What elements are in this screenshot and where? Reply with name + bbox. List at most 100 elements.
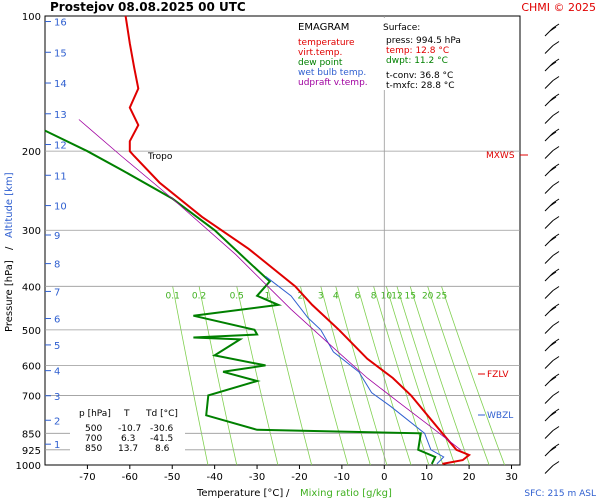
wind-barb [544, 426, 560, 439]
wind-barb-flag [552, 426, 560, 431]
wind-barb [544, 286, 560, 299]
wind-barb-staff [544, 185, 554, 194]
altitude-tick-label: 5 [54, 341, 60, 352]
table-cell: 700 [85, 434, 102, 444]
temp-tick-label: 20 [463, 472, 476, 483]
legend-updraft: udpraft v.temp. [298, 78, 368, 88]
wind-barb-flag [552, 111, 560, 116]
wind-barb-staff [544, 290, 554, 299]
x-axis-label-mix: Mixing ratio [g/kg] [300, 488, 392, 499]
temp-tick-label: -30 [249, 472, 265, 483]
wind-barb-flag [549, 341, 557, 347]
wind-barb-flag [552, 268, 560, 274]
surface-tconv: t-conv: 36.8 °C [386, 71, 453, 81]
mixing-ratio-label: 12 [391, 291, 402, 301]
pressure-tick-label: 600 [22, 361, 41, 372]
wind-barb-staff [544, 45, 554, 54]
mxws-label: MXWS [486, 151, 515, 161]
wind-barb-staff [544, 115, 554, 124]
wind-barb-flag [552, 303, 560, 309]
temp-tick-label: -40 [206, 472, 222, 483]
wind-barb [544, 163, 560, 177]
wind-barb-flag [552, 163, 560, 169]
temp-tick-label: 30 [505, 472, 518, 483]
wind-barb-flag [549, 411, 557, 417]
wind-barb-flag [552, 23, 560, 29]
credit: CHMI © 2025 [521, 1, 596, 14]
wind-barb [544, 76, 560, 89]
mixing-ratio-label: 10 [381, 291, 393, 301]
wind-barb-flag [549, 446, 557, 452]
wind-barb [544, 373, 560, 387]
wind-barb-flag [552, 41, 560, 46]
pressure-tick-label: 300 [22, 226, 41, 237]
wind-barb-flag [552, 181, 560, 186]
wind-barb [544, 443, 560, 457]
mixing-ratio-label: 3 [318, 291, 324, 301]
wind-barb-staff [544, 220, 554, 229]
wind-barb-staff [544, 360, 554, 369]
wind-barb-flag [552, 461, 560, 466]
mixing-ratio-label: 6 [355, 291, 361, 301]
wind-barb [544, 128, 560, 142]
legend-virt-temp: virt.temp. [298, 48, 342, 58]
pressure-tick-label: 200 [22, 147, 41, 158]
temp-tick-label: -10 [334, 472, 350, 483]
wind-barb [544, 181, 560, 194]
surface-elevation: SFC: 215 m ASL [524, 489, 596, 499]
wind-barb [544, 41, 560, 54]
surface-dwpt: dwpt: 11.2 °C [386, 56, 448, 66]
wind-barb-flag [549, 236, 557, 242]
mixing-ratio-label: 4 [333, 291, 339, 301]
wind-barb-flag [552, 391, 560, 396]
altitude-tick-label: 13 [54, 110, 67, 121]
wind-barb [544, 461, 560, 474]
wbzl-label: WBZL [487, 411, 513, 421]
x-axis-separator: / [286, 488, 290, 499]
wind-barb [544, 93, 560, 107]
legend-wet-bulb: wet bulb temp. [298, 68, 366, 78]
wind-barb-flag [549, 271, 557, 277]
mixing-ratio-label: 2 [298, 291, 304, 301]
table-cell: 13.7 [118, 444, 138, 454]
wind-barb-staff [544, 465, 554, 474]
y-axis-label-group: Pressure [hPa] / Altitude [km] [4, 172, 15, 332]
wind-barb-flag [549, 26, 557, 32]
wind-barb [544, 216, 560, 229]
altitude-tick-label: 1 [54, 440, 60, 451]
wind-barb [544, 356, 560, 369]
mixing-ratio-label: 8 [371, 291, 377, 301]
tropo-label: Tropo [147, 152, 173, 162]
wind-barb-staff [544, 430, 554, 439]
pressure-tick-label: 925 [22, 446, 41, 457]
y-axis-separator: / [4, 246, 15, 250]
wind-barb-flag [552, 251, 560, 256]
wind-barb-staff [544, 150, 554, 159]
altitude-tick-label: 11 [54, 171, 67, 182]
table-cell: -10.7 [118, 424, 141, 434]
wind-barb-flag [552, 58, 560, 64]
mixing-ratio-label: 15 [404, 291, 415, 301]
mixing-ratio-label: 20 [422, 291, 434, 301]
wind-barb-flag [552, 338, 560, 344]
altitude-tick-label: 4 [54, 367, 60, 378]
wind-barb-flag [549, 61, 557, 67]
altitude-tick-label: 9 [54, 231, 60, 242]
temp-tick-label: 0 [381, 472, 387, 483]
altitude-tick-label: 8 [54, 260, 60, 271]
table-header-p: p [hPa] [79, 409, 111, 419]
altitude-tick-label: 16 [54, 18, 67, 29]
legend-dew-point: dew point [298, 58, 343, 68]
pressure-tick-label: 500 [22, 326, 41, 337]
table-cell: -30.6 [150, 424, 174, 434]
wind-barb [544, 146, 560, 159]
wind-barb-flag [549, 201, 557, 207]
table-header-td: Td [°C] [145, 409, 178, 419]
table-cell: 500 [85, 424, 102, 434]
surface-press: press: 994.5 hPa [386, 36, 461, 46]
wind-barb-flag [552, 146, 560, 151]
mixing-ratio-label: 0.2 [192, 291, 206, 301]
altitude-tick-label: 12 [54, 141, 67, 152]
y-axis-label-pressure: Pressure [hPa] [4, 260, 15, 332]
